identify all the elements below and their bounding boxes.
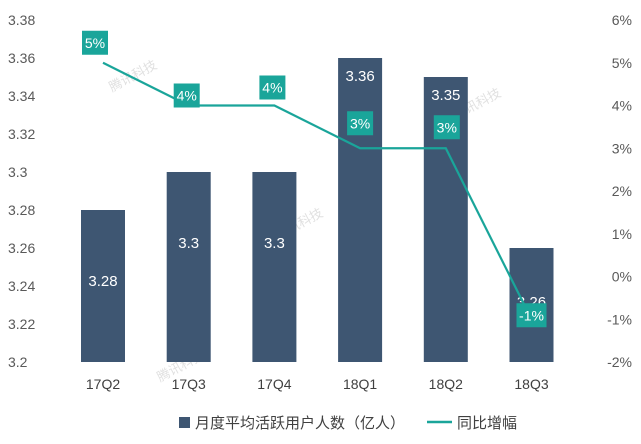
growth-label-box [516, 303, 547, 328]
growth-label-text: 3% [437, 119, 457, 135]
growth-label-17Q3: 4% [173, 83, 200, 108]
bar-series: 3.283.3 3.33.363.353.26 [81, 58, 554, 362]
left-tick-label: 3.3 [8, 164, 28, 180]
left-tick-label: 3.34 [8, 88, 35, 104]
legend-bar-label: 月度平均活跃用户人数（亿人） [195, 415, 405, 432]
bar-17Q2 [81, 210, 125, 362]
growth-label-17Q2: 5% [82, 30, 108, 55]
growth-label-text: 4% [177, 88, 197, 104]
bar-18Q1 [338, 58, 383, 362]
legend-line-label: 同比增幅 [457, 415, 517, 432]
growth-label-box [82, 30, 108, 55]
right-tick-label: 3% [612, 140, 632, 156]
category-axis: 17Q2 17Q3 17Q4 18Q1 18Q2 18Q3 [86, 376, 549, 392]
growth-label-text: -1% [519, 307, 544, 323]
growth-label-text: 4% [262, 80, 282, 96]
right-tick-label: 5% [612, 55, 632, 71]
growth-label-box [259, 75, 286, 100]
left-tick-label: 3.32 [8, 126, 35, 142]
bar-data-label: 3.3 [178, 235, 199, 252]
bar-data-label: 3.35 [431, 87, 460, 104]
category-label: 18Q2 [429, 376, 463, 392]
category-label: 18Q1 [343, 376, 377, 392]
growth-label-box [173, 83, 200, 108]
bar-17Q3 [166, 172, 211, 362]
right-tick-label: 2% [612, 183, 632, 199]
left-tick-label: 3.38 [8, 12, 35, 28]
right-tick-label: 4% [612, 98, 632, 114]
category-label: 17Q2 [86, 376, 120, 392]
right-tick-label: 1% [612, 226, 632, 242]
category-label: 18Q3 [514, 376, 548, 392]
growth-label-box [347, 111, 374, 136]
bar-data-label: 3.3 [264, 235, 285, 252]
watermark-text: 腾讯科技 [106, 57, 159, 95]
growth-label-text: 5% [85, 35, 105, 51]
growth-label-text: 3% [350, 115, 370, 131]
right-axis: -2% -1% 0% 1% 2% 3% 4% 5% 6% [607, 12, 632, 370]
line-series: 5% 4% 4% 3% 3% -1% [82, 30, 547, 328]
left-tick-label: 3.26 [8, 240, 35, 256]
legend-bar-swatch [179, 417, 190, 428]
bar-data-label: 3.28 [88, 273, 117, 290]
growth-label-18Q3: -1% [516, 303, 547, 328]
left-tick-label: 3.2 [8, 354, 28, 370]
left-tick-label: 3.28 [8, 202, 35, 218]
right-tick-label: -2% [607, 354, 632, 370]
growth-label-17Q4: 4% [259, 75, 286, 100]
right-tick-label: 6% [612, 12, 632, 28]
left-tick-label: 3.24 [8, 278, 35, 294]
right-tick-label: 0% [612, 269, 632, 285]
growth-label-box [433, 115, 460, 140]
right-tick-label: -1% [607, 311, 632, 327]
left-tick-label: 3.36 [8, 50, 35, 66]
growth-label-18Q1: 3% [347, 111, 374, 136]
bar-17Q4 [252, 172, 297, 362]
category-label: 17Q4 [257, 376, 291, 392]
left-tick-label: 3.22 [8, 316, 35, 332]
category-label: 17Q3 [172, 376, 206, 392]
legend: 月度平均活跃用户人数（亿人） 同比增幅 [179, 415, 517, 432]
left-axis: 3.2 3.22 3.24 3.26 3.28 3.3 3.32 3.34 3.36 3.38 [8, 12, 35, 370]
growth-label-18Q2: 3% [433, 115, 460, 140]
bar-data-label: 3.36 [345, 68, 374, 85]
